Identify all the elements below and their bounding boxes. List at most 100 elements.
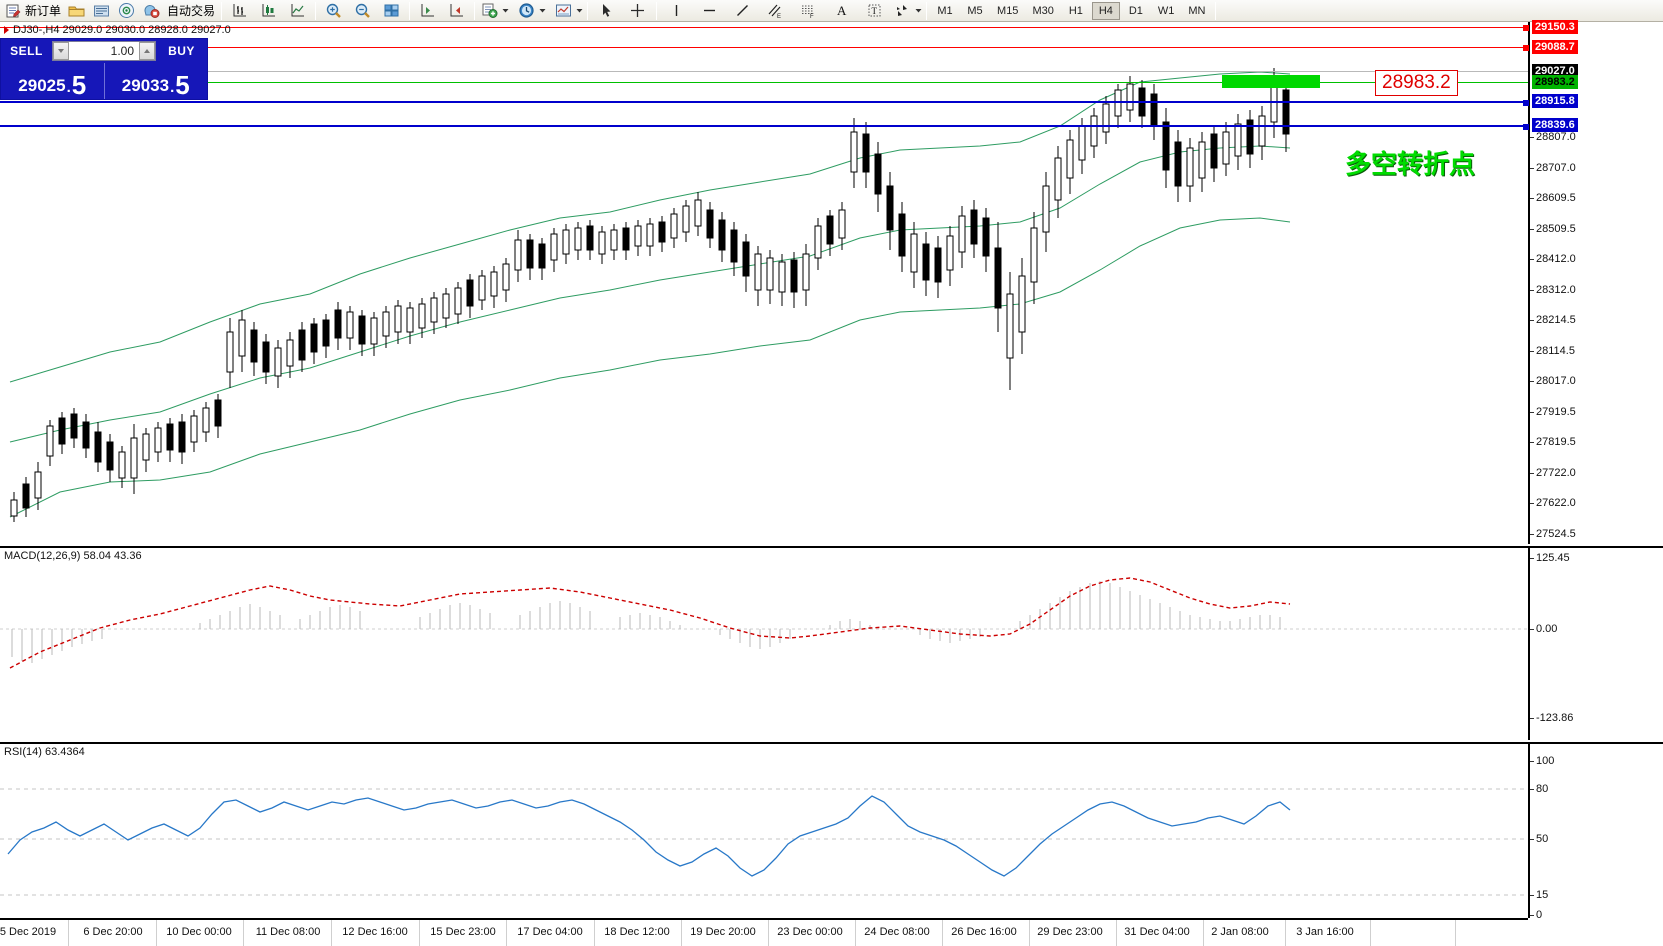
timeframe-h4[interactable]: H4: [1091, 1, 1120, 20]
price-tick: 28114.5: [1530, 345, 1575, 357]
signal-zone-rectangle[interactable]: [1222, 75, 1320, 88]
resistance-line-29088[interactable]: [0, 45, 1529, 51]
volume-input[interactable]: 1.00: [52, 41, 156, 61]
rsi-tick: 0: [1529, 909, 1543, 921]
buy-button[interactable]: BUY: [168, 44, 195, 58]
svg-text:E: E: [777, 14, 781, 19]
new-order-button[interactable]: 新订单: [2, 1, 64, 21]
chevron-down-icon[interactable]: [914, 2, 923, 19]
support-line-28915[interactable]: [0, 100, 1529, 106]
price-tick: 28412.0: [1530, 253, 1576, 265]
chevron-down-icon[interactable]: [538, 2, 547, 19]
shift-end-icon[interactable]: [448, 2, 465, 19]
rsi-tick: 100: [1529, 755, 1555, 767]
time-label: 2 Jan 08:00: [1211, 926, 1269, 938]
vertical-line-icon[interactable]: [668, 2, 685, 19]
navigator-icon[interactable]: [118, 2, 135, 19]
equidistant-channel-icon[interactable]: E: [767, 2, 784, 19]
add-indicator-icon[interactable]: [481, 2, 498, 19]
templates-icon[interactable]: [555, 2, 572, 19]
volume-value[interactable]: 1.00: [110, 44, 134, 58]
price-tick: 27622.0: [1530, 497, 1576, 509]
price-axis[interactable]: 29150.3 29088.7 29027.0 28983.2 28915.8 …: [1528, 20, 1663, 544]
toolbar-separator: [221, 1, 223, 20]
fibonacci-icon[interactable]: F: [800, 2, 817, 19]
price-tag-29088[interactable]: 29088.7: [1532, 40, 1578, 54]
support-line-28839[interactable]: [0, 124, 1529, 130]
toolbar-separator: [587, 1, 589, 20]
price-tick: 27722.0: [1530, 467, 1576, 479]
rsi-axis[interactable]: 100 80 50 15 0: [1528, 742, 1663, 921]
timeframe-w1[interactable]: W1: [1157, 4, 1175, 17]
svg-text:A: A: [837, 3, 847, 18]
time-label: 10 Dec 00:00: [166, 926, 232, 938]
chevron-down-icon[interactable]: [501, 2, 510, 19]
zoom-out-icon[interactable]: [354, 2, 371, 19]
toolbar-separator: [409, 1, 411, 20]
trendline-icon[interactable]: [734, 2, 751, 19]
price-tag-28983[interactable]: 28983.2: [1532, 75, 1578, 89]
toolbar-separator: [474, 1, 476, 20]
period-clock-icon[interactable]: [518, 2, 535, 19]
macd-axis[interactable]: 125.45 0.00 -123.86: [1528, 546, 1663, 740]
rsi-chart-svg: [0, 788, 1528, 896]
time-label: 6 Dec 20:00: [83, 926, 143, 938]
price-tag-28839[interactable]: 28839.6: [1532, 118, 1578, 132]
price-tick: 28609.5: [1530, 192, 1576, 204]
tile-windows-icon[interactable]: [383, 2, 400, 19]
crosshair-icon[interactable]: [629, 2, 646, 19]
chinese-annotation: 多空转折点: [1345, 150, 1476, 180]
horizontal-line-icon[interactable]: [701, 2, 718, 19]
time-label: 15 Dec 23:00: [430, 926, 496, 938]
text-box-icon[interactable]: T: [866, 2, 883, 19]
timeframe-mn[interactable]: MN: [1188, 4, 1206, 17]
timeframe-m30[interactable]: M30: [1032, 4, 1054, 17]
sell-price[interactable]: 29025 . 5: [1, 63, 104, 99]
time-label: 3 Jan 16:00: [1296, 926, 1354, 938]
macd-pane[interactable]: MACD(12,26,9) 58.04 43.36: [0, 546, 1528, 740]
time-label: 19 Dec 20:00: [690, 926, 756, 938]
price-tick: 28509.5: [1530, 223, 1576, 235]
timeframe-h1[interactable]: H1: [1068, 4, 1083, 17]
sell-price-integer: 29025: [18, 76, 66, 95]
one-click-trading-panel[interactable]: SELL 1.00 BUY 29025 . 5 29033 . 5: [0, 38, 208, 100]
price-tick: 28312.0: [1530, 284, 1576, 296]
rsi-pane[interactable]: RSI(14) 63.4364: [0, 742, 1528, 918]
price-tick: 27819.5: [1530, 436, 1576, 448]
price-tag-29150[interactable]: 29150.3: [1532, 20, 1578, 34]
price-tick: 28017.0: [1530, 375, 1576, 387]
bar-chart-icon[interactable]: [231, 2, 248, 19]
text-label-icon[interactable]: A: [833, 2, 850, 19]
volume-decrease-button[interactable]: [53, 42, 69, 60]
zoom-in-icon[interactable]: [325, 2, 342, 19]
timeframe-m15[interactable]: M15: [997, 4, 1019, 17]
timeframe-m5[interactable]: M5: [967, 4, 983, 17]
candlestick-chart-icon[interactable]: [260, 2, 277, 19]
data-window-icon[interactable]: [93, 2, 110, 19]
market-watch-icon[interactable]: [143, 2, 160, 19]
price-tag-28915[interactable]: 28915.8: [1532, 94, 1578, 108]
buy-price[interactable]: 29033 . 5: [103, 63, 208, 99]
time-label: 26 Dec 16:00: [951, 926, 1017, 938]
price-tick: 28214.5: [1530, 314, 1576, 326]
volume-increase-button[interactable]: [139, 42, 155, 60]
shift-start-icon[interactable]: [419, 2, 436, 19]
line-chart-icon[interactable]: [289, 2, 306, 19]
rsi-tick: 80: [1529, 783, 1549, 795]
price-chart-svg: [9, 68, 1291, 522]
folder-icon[interactable]: [68, 2, 85, 19]
sell-price-fraction: 5: [71, 69, 87, 100]
time-axis[interactable]: 5 Dec 2019 6 Dec 20:00 10 Dec 00:00 11 D…: [0, 918, 1528, 946]
auto-trading-button[interactable]: 自动交易: [164, 1, 218, 21]
price-chart-pane[interactable]: 28983.2 多空转折点: [0, 22, 1529, 544]
sell-button[interactable]: SELL: [10, 44, 43, 58]
resistance-line-29150[interactable]: [0, 25, 1529, 31]
time-label: 17 Dec 04:00: [517, 926, 583, 938]
timeframe-m1[interactable]: M1: [937, 4, 953, 17]
pivot-line-28983[interactable]: [0, 82, 1528, 83]
cursor-arrow-icon[interactable]: [598, 2, 615, 19]
price-callout-label[interactable]: 28983.2: [1375, 70, 1458, 96]
chevron-down-icon[interactable]: [575, 2, 584, 19]
timeframe-d1[interactable]: D1: [1128, 4, 1143, 17]
arrows-icon[interactable]: [894, 2, 911, 19]
